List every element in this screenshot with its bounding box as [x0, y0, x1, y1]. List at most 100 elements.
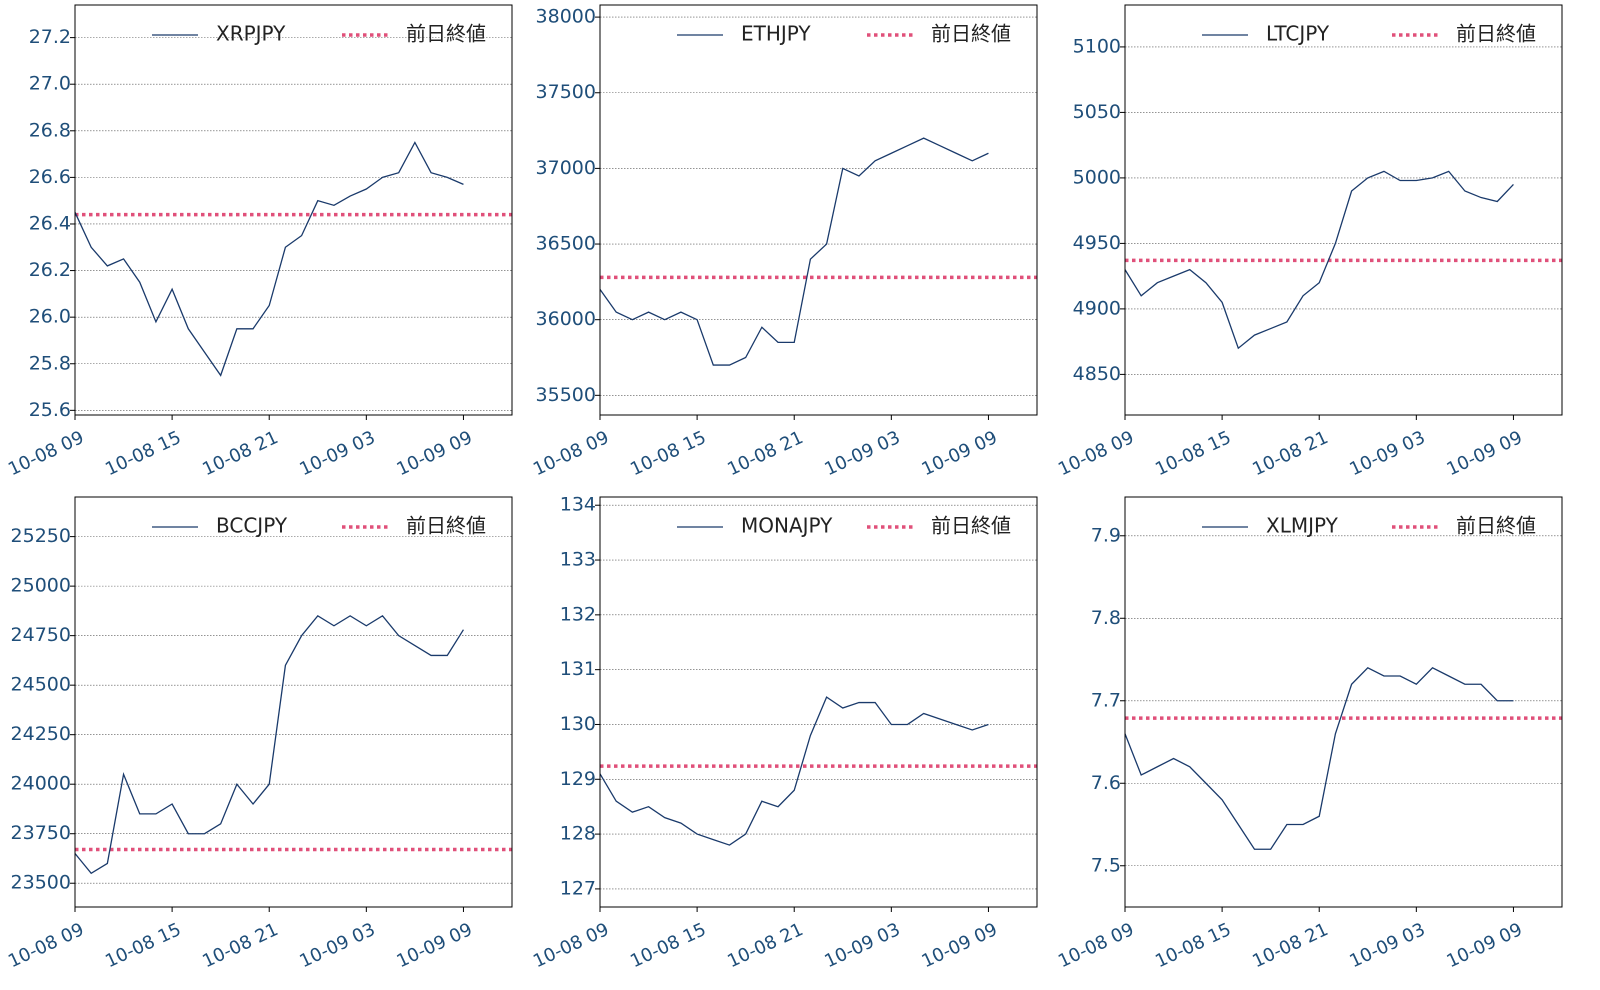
- y-tick-label: 26.2: [29, 259, 71, 281]
- y-tick-label: 26.4: [29, 212, 71, 234]
- y-tick-label: 24250: [11, 723, 71, 745]
- y-tick-label: 5000: [1073, 166, 1121, 188]
- x-tick-label: 10-08 09: [5, 427, 87, 480]
- x-tick-label: 10-09 09: [393, 427, 475, 480]
- y-tick-label: 5100: [1073, 35, 1121, 57]
- x-tick-label: 10-08 15: [627, 919, 709, 972]
- y-tick-label: 25.8: [29, 352, 71, 374]
- legend-label: ETHJPY: [741, 22, 811, 46]
- y-tick-label: 130: [560, 713, 596, 735]
- x-tick-label: 10-08 09: [1055, 427, 1137, 480]
- x-tick-label: 10-09 09: [918, 919, 1000, 972]
- panel: 23500 23750 24000 24250 24500 24750 25000 25250…: [5, 496, 513, 972]
- legend-label: XLMJPY: [1266, 514, 1339, 538]
- y-tick-label: 25000: [11, 575, 71, 597]
- y-tick-label: 25.6: [29, 399, 71, 421]
- x-tick-label: 10-08 09: [1055, 919, 1137, 972]
- x-tick-label: 10-08 21: [1249, 427, 1331, 480]
- y-tick-label: 7.6: [1091, 772, 1121, 794]
- plot-frame: [1124, 4, 1563, 416]
- y-tick-label: 23750: [11, 822, 71, 844]
- y-tick-label: 23500: [11, 872, 71, 894]
- y-tick-label: 4850: [1073, 363, 1121, 385]
- x-tick-label: 10-09 03: [296, 427, 378, 480]
- x-tick-label: 10-09 03: [296, 919, 378, 972]
- x-tick-label: 10-09 09: [1443, 427, 1525, 480]
- y-tick-label: 127: [560, 877, 596, 899]
- y-tick-label: 25250: [11, 525, 71, 547]
- x-tick-label: 10-09 03: [1346, 427, 1428, 480]
- y-tick-label: 35500: [536, 384, 596, 406]
- y-tick-label: 24750: [11, 624, 71, 646]
- price-line: [599, 137, 989, 366]
- y-tick-label: 7.8: [1091, 607, 1121, 629]
- x-tick-label: 10-08 15: [102, 919, 184, 972]
- x-tick-label: 10-09 09: [918, 427, 1000, 480]
- y-tick-label: 24000: [11, 773, 71, 795]
- panel: 25.6 25.8 26.0 26.2 26.4 26.6 26.8 27.0 27.2 10-0…: [5, 4, 513, 480]
- x-tick-label: 10-08 15: [1152, 427, 1234, 480]
- y-tick-label: 27.2: [29, 26, 71, 48]
- y-tick-label: 7.7: [1091, 689, 1121, 711]
- x-tick-label: 10-08 21: [199, 919, 281, 972]
- y-tick-label: 131: [560, 658, 596, 680]
- x-tick-label: 10-08 21: [199, 427, 281, 480]
- y-tick-label: 7.5: [1091, 854, 1121, 876]
- plot-frame: [74, 496, 513, 908]
- y-tick-label: 133: [560, 549, 596, 571]
- price-line: [1124, 170, 1514, 350]
- x-tick-label: 10-08 21: [1249, 919, 1331, 972]
- x-tick-label: 10-08 15: [1152, 919, 1234, 972]
- panel: 4850 4900 4950 5000 5050 5100 10-08 09 10-08 15…: [1055, 4, 1563, 480]
- legend-label: 前日終値: [406, 22, 486, 46]
- x-tick-label: 10-09 09: [1443, 919, 1525, 972]
- legend-label: XRPJPY: [216, 22, 286, 46]
- x-tick-label: 10-08 15: [102, 427, 184, 480]
- price-line: [599, 696, 989, 846]
- plot-frame: [599, 4, 1038, 416]
- legend-label: BCCJPY: [216, 514, 288, 538]
- y-tick-label: 4900: [1073, 297, 1121, 319]
- plot-frame: [1124, 496, 1563, 908]
- legend-label: LTCJPY: [1266, 22, 1330, 46]
- y-tick-label: 26.0: [29, 306, 71, 328]
- price-line: [1124, 666, 1514, 850]
- y-tick-label: 128: [560, 823, 596, 845]
- legend-label: 前日終値: [931, 514, 1011, 538]
- y-tick-label: 37500: [536, 81, 596, 103]
- y-tick-label: 26.8: [29, 119, 71, 141]
- x-tick-label: 10-09 03: [1346, 919, 1428, 972]
- y-tick-label: 38000: [536, 6, 596, 28]
- y-tick-label: 27.0: [29, 73, 71, 95]
- legend-label: 前日終値: [1456, 22, 1536, 46]
- y-tick-label: 7.9: [1091, 524, 1121, 546]
- y-tick-label: 36500: [536, 233, 596, 255]
- x-tick-label: 10-08 21: [724, 427, 806, 480]
- x-tick-label: 10-08 09: [530, 919, 612, 972]
- x-tick-label: 10-09 03: [821, 427, 903, 480]
- x-tick-label: 10-08 21: [724, 919, 806, 972]
- y-tick-label: 24500: [11, 674, 71, 696]
- x-tick-label: 10-08 09: [530, 427, 612, 480]
- y-tick-label: 37000: [536, 157, 596, 179]
- x-tick-label: 10-08 09: [5, 919, 87, 972]
- y-tick-label: 26.6: [29, 166, 71, 188]
- y-tick-label: 134: [560, 494, 596, 516]
- legend-label: MONAJPY: [741, 514, 833, 538]
- y-tick-label: 132: [560, 603, 596, 625]
- legend-label: 前日終値: [931, 22, 1011, 46]
- y-tick-label: 36000: [536, 308, 596, 330]
- x-tick-label: 10-08 15: [627, 427, 709, 480]
- price-line: [74, 141, 464, 377]
- y-tick-label: 4950: [1073, 232, 1121, 254]
- x-tick-label: 10-09 09: [393, 919, 475, 972]
- y-tick-label: 5050: [1073, 101, 1121, 123]
- price-line: [74, 614, 464, 875]
- y-tick-label: 129: [560, 768, 596, 790]
- panel: 7.5 7.6 7.7 7.8 7.9 10-08 09 10-08 15 10-08 21 1…: [1055, 496, 1563, 972]
- legend-label: 前日終値: [406, 514, 486, 538]
- plot-frame: [74, 4, 513, 416]
- panel: 35500 36000 36500 37000 37500 38000 10-08 09 10…: [530, 4, 1038, 480]
- x-tick-label: 10-09 03: [821, 919, 903, 972]
